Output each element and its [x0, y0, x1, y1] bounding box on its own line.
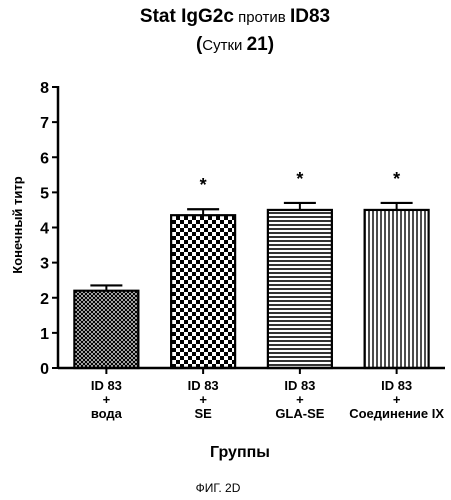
x-tick-label-line: ID 83	[91, 378, 122, 393]
chart-subtitle: (Сутки 21)	[196, 34, 274, 55]
x-tick-label-line: ID 83	[188, 378, 219, 393]
bar	[74, 291, 138, 368]
x-tick-label: ID 83+SE	[188, 378, 219, 421]
x-tick-label-line: GLA-SE	[275, 406, 324, 421]
bar	[365, 210, 429, 368]
subtitle-part: Сутки	[202, 37, 246, 54]
y-tick-label: 1	[40, 326, 49, 343]
x-tick-label-line: +	[199, 392, 207, 407]
y-axis-title: Конечный титр	[10, 176, 25, 273]
y-tick-label: 6	[40, 150, 49, 167]
x-axis-title: Группы	[210, 444, 270, 461]
x-axis: ID 83+водаID 83+SEID 83+GLA-SEID 83+Соед…	[58, 368, 445, 421]
x-tick-label: ID 83+вода	[91, 378, 123, 421]
bars: * * *	[74, 169, 428, 368]
y-tick-label: 2	[40, 291, 49, 308]
y-tick-label: 3	[40, 256, 49, 273]
title-part: ID83	[290, 6, 330, 27]
x-tick-label-line: +	[393, 392, 401, 407]
x-tick-label-line: +	[103, 392, 111, 407]
x-tick-label-line: ID 83	[284, 378, 315, 393]
x-tick-label: ID 83+Соединение IX	[349, 378, 444, 421]
significance-marker: *	[393, 169, 400, 189]
x-tick-label-line: вода	[91, 406, 123, 421]
x-tick-label-line: ID 83	[381, 378, 412, 393]
y-axis: 0 1 2 3 4 5 6 7 8	[40, 80, 58, 378]
y-tick-label: 7	[40, 115, 49, 132]
y-tick-label: 0	[40, 361, 49, 378]
significance-marker: *	[296, 169, 303, 189]
chart-title: Stat IgG2c против ID83	[140, 6, 330, 27]
x-tick-label-line: +	[296, 392, 304, 407]
significance-marker: *	[200, 175, 207, 195]
y-tick-label: 8	[40, 80, 49, 97]
x-tick-label-line: Соединение IX	[349, 406, 444, 421]
bar	[268, 210, 332, 368]
figure-caption: ФИГ. 2D	[196, 481, 241, 495]
subtitle-part: 21	[247, 34, 269, 55]
y-tick-label: 4	[40, 221, 49, 238]
subtitle-part: )	[268, 34, 274, 55]
title-part: против	[234, 9, 290, 26]
x-tick-label-line: SE	[194, 406, 212, 421]
y-tick-label: 5	[40, 185, 49, 202]
x-tick-label: ID 83+GLA-SE	[275, 378, 324, 421]
title-part: Stat IgG2c	[140, 6, 234, 27]
bar	[171, 215, 235, 368]
